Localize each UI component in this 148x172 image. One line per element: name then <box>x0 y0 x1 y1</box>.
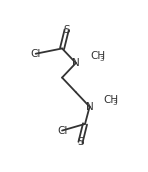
Text: CH: CH <box>91 51 106 61</box>
Text: N: N <box>72 58 80 68</box>
Text: 3: 3 <box>112 100 116 106</box>
Text: Cl: Cl <box>57 126 67 136</box>
Text: N: N <box>86 102 94 112</box>
Text: S: S <box>77 137 84 147</box>
Text: Cl: Cl <box>30 49 41 59</box>
Text: 3: 3 <box>99 56 104 62</box>
Text: S: S <box>63 25 70 35</box>
Text: CH: CH <box>103 95 119 105</box>
